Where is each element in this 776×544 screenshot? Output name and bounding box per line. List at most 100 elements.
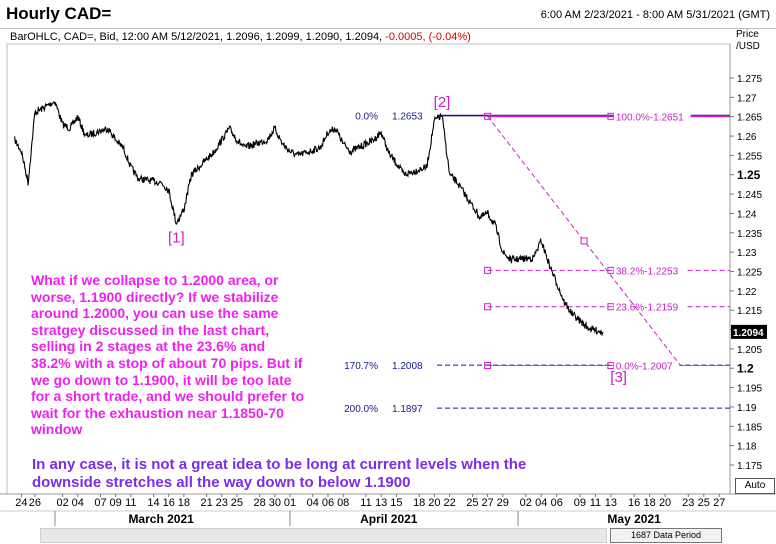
ohlc-values: BarOHLC, CAD=, Bid, 12:00 AM 5/12/2021, … [10, 31, 386, 43]
fib-label-bg [613, 300, 686, 312]
date-tick-label: 30 [269, 497, 281, 509]
price-tick-label: 1.255 [737, 151, 762, 162]
price-tick-label: 1.24 [737, 209, 757, 220]
month-label: May 2021 [607, 512, 661, 526]
chart-title-bar: Hourly CAD= 6:00 AM 2/23/2021 - 8:00 AM … [0, 0, 776, 29]
auto-scale-button[interactable]: Auto [735, 478, 775, 494]
date-tick-label: 24 [15, 497, 27, 509]
conclusion-text: In any case, it is not a great idea to b… [32, 456, 527, 491]
fib-handle[interactable] [484, 303, 492, 311]
date-tick-label: 27 [481, 497, 493, 509]
date-tick-label: 22 [443, 497, 455, 509]
date-tick-label: 25 [231, 497, 243, 509]
date-tick-label: 02 [56, 497, 68, 509]
fib-handle[interactable] [484, 112, 492, 120]
date-tick-label: 18 [413, 497, 425, 509]
ohlc-change: -0.0005, (-0.04%) [385, 31, 471, 43]
fib-extension-price: 1.2008 [392, 361, 423, 372]
fib-diagonal-handle[interactable] [580, 237, 588, 245]
fib-level-label: 38.2%-1.2253 [616, 266, 679, 277]
chart-title: Hourly CAD= [6, 4, 112, 23]
price-tick-label: 1.19 [737, 403, 757, 414]
date-tick-label: 09 [574, 497, 586, 509]
fib-level-label: 0.0%-1.2007 [616, 362, 673, 373]
price-tick-label: 1.26 [737, 132, 757, 143]
date-tick-label: 18 [643, 497, 655, 509]
date-tick-label: 06 [322, 497, 334, 509]
price-tick-label: 1.215 [737, 306, 762, 317]
date-tick-label: 11 [360, 497, 371, 509]
date-tick-label: 14 [147, 497, 159, 509]
date-tick-label: 09 [110, 497, 122, 509]
fib-diagonal [487, 116, 681, 366]
price-tick-label: 1.265 [737, 113, 762, 124]
price-tick-label: 1.275 [737, 74, 762, 85]
date-tick-label: 04 [72, 497, 84, 509]
date-tick-label: 02 [520, 497, 532, 509]
fib-extension-pct: 170.7% [344, 361, 378, 372]
price-tick-label: 1.18 [737, 442, 757, 453]
date-axis: 24 26 02 04 07 09 11 14 16 18 21 23 25 28 30 01 04 06 08 11… [15, 494, 725, 526]
price-tick-label: 1.185 [737, 422, 762, 433]
price-tick-label: 1.2 [737, 361, 754, 375]
price-axis-unit: /USD [736, 41, 760, 52]
date-tick-label: 13 [375, 497, 387, 509]
date-tick-label: 06 [551, 497, 563, 509]
fib-extension-price: 1.1897 [392, 404, 423, 415]
price-tick-label: 1.25 [737, 168, 761, 182]
date-tick-label: 11 [125, 497, 136, 509]
price-tick-label: 1.245 [737, 190, 762, 201]
price-series [14, 101, 604, 337]
fib-retracement-lines: 100.0%-1.2651 38.2%-1.2253 23.6%-1.2159 0.0… [484, 110, 730, 373]
date-tick-label: 13 [605, 497, 617, 509]
date-tick-label: 15 [390, 497, 402, 509]
wave-label: [2] [434, 94, 451, 111]
date-tick-label: 01 [284, 497, 296, 509]
date-tick-label: 28 [254, 497, 266, 509]
ohlc-readout: BarOHLC, CAD=, Bid, 12:00 AM 5/12/2021, … [10, 31, 471, 43]
price-tick-label: 1.27 [737, 93, 757, 104]
price-line [14, 101, 604, 337]
price-axis: 1.1751.181.1851.191.1951.21.2051.211.215… [730, 74, 762, 472]
fib-extension-pct: 0.0% [355, 112, 378, 123]
fib-handle[interactable] [484, 362, 492, 370]
price-tick-label: 1.235 [737, 229, 762, 240]
date-tick-label: 04 [307, 497, 319, 509]
fib-extension-price: 1.2653 [392, 112, 423, 123]
date-tick-label: 26 [29, 497, 41, 509]
date-tick-label: 20 [428, 497, 440, 509]
fib-level-label: 100.0%-1.2651 [616, 112, 684, 123]
price-tick-label: 1.205 [737, 345, 762, 356]
fib-label-bg [613, 264, 686, 276]
wave-label: [3] [610, 369, 627, 386]
date-tick-label: 23 [682, 497, 694, 509]
price-tick-label: 1.225 [737, 268, 762, 279]
fib-extension-pct: 200.0% [344, 404, 378, 415]
last-price-box [731, 324, 767, 339]
last-price-marker: 1.2094 [731, 324, 767, 339]
date-tick-label: 16 [163, 497, 175, 509]
price-axis-title: Price [736, 29, 759, 40]
date-tick-label: 23 [216, 497, 228, 509]
date-tick-label: 04 [535, 497, 547, 509]
date-tick-label: 25 [698, 497, 710, 509]
data-period-button[interactable]: 1687 Data Period [610, 528, 722, 543]
date-tick-label: 21 [200, 497, 212, 509]
date-tick-label: 18 [178, 497, 190, 509]
wave-labels: [1] [2] [3] [168, 94, 627, 386]
date-tick-label: 07 [94, 497, 106, 509]
time-scrollbar[interactable] [40, 528, 607, 543]
price-tick-label: 1.22 [737, 287, 757, 298]
analysis-annotation: What if we collapse to 1.2000 area, or w… [31, 272, 305, 438]
fib-handle[interactable] [484, 266, 492, 274]
date-range: 6:00 AM 2/23/2021 - 8:00 AM 5/31/2021 (G… [540, 9, 770, 21]
last-price-label: 1.2094 [733, 328, 764, 339]
fib-label-bg [613, 110, 691, 122]
month-label: April 2021 [360, 512, 418, 526]
date-tick-label: 16 [628, 497, 640, 509]
price-tick-label: 1.175 [737, 461, 762, 472]
fib-label-bg [613, 359, 680, 371]
date-tick-label: 20 [659, 497, 671, 509]
month-label: March 2021 [128, 512, 194, 526]
